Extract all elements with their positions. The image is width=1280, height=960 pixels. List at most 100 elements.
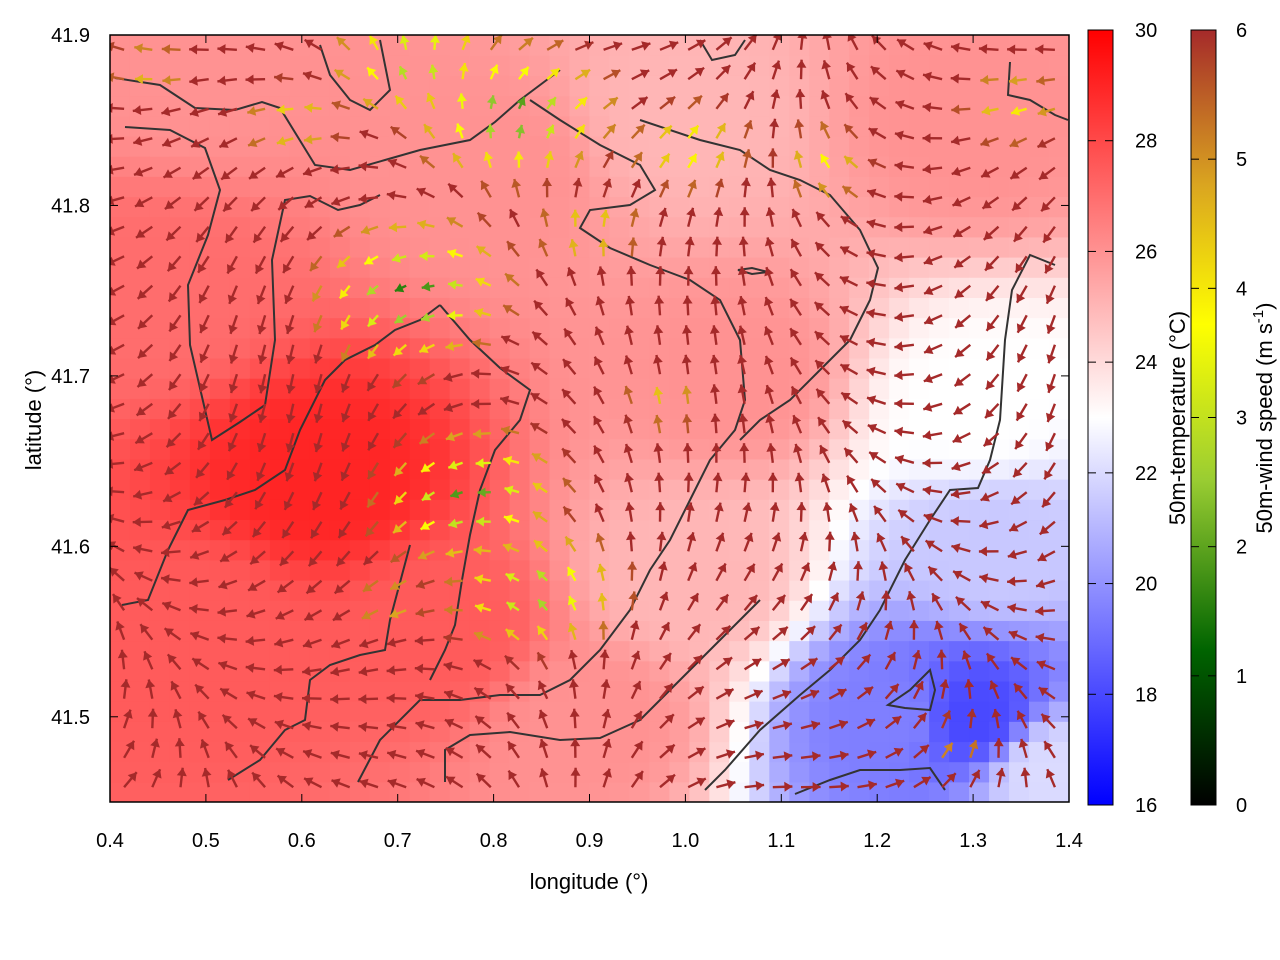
temperature-cell <box>929 135 950 157</box>
temperature-cell <box>1029 378 1050 399</box>
temperature-cell <box>349 781 371 802</box>
temperature-cell <box>169 236 191 258</box>
wind-vector <box>828 688 847 700</box>
temperature-cell <box>249 135 271 157</box>
temperature-cell <box>829 519 850 541</box>
temperature-cell <box>809 458 830 480</box>
temperature-cell <box>469 640 491 662</box>
temperature-cell <box>1049 216 1069 238</box>
temperature-cell <box>949 357 970 379</box>
wind-vector <box>592 415 605 434</box>
wind-vector <box>330 132 350 143</box>
wind-vector <box>958 622 972 641</box>
wind-vector <box>285 403 296 424</box>
temperature-cell <box>629 741 651 763</box>
wind-vector <box>820 473 831 493</box>
wind-vector <box>224 741 238 759</box>
temperature-cell <box>849 660 870 682</box>
temperature-cell <box>449 75 471 97</box>
wind-vector <box>443 372 463 382</box>
temperature-cell <box>949 277 970 298</box>
wind-vector <box>228 403 239 423</box>
temperature-cell <box>409 559 431 581</box>
wind-vector <box>191 520 210 533</box>
temperature-cell <box>429 337 451 359</box>
wind-vector <box>195 462 210 479</box>
temperature-cell <box>909 519 930 541</box>
temperature-cell <box>229 95 251 117</box>
temperature-cell <box>809 660 830 682</box>
wind-vector <box>302 70 322 81</box>
temperature-cell <box>569 519 591 541</box>
wind-vector <box>913 744 930 759</box>
temperature-cell <box>389 75 411 97</box>
temperature-cell <box>389 236 411 258</box>
wind-vector <box>254 491 267 510</box>
temperature-cell <box>469 317 491 339</box>
temperature-cell <box>389 135 411 157</box>
temperature-cell <box>689 75 710 97</box>
wind-vector <box>951 461 971 472</box>
temperature-cell <box>869 559 890 581</box>
wind-vector <box>279 550 295 567</box>
temperature-cell <box>329 115 351 137</box>
wind-vector <box>313 373 324 394</box>
wind-vector <box>331 100 351 110</box>
wind-vector <box>829 781 849 792</box>
temperature-cell <box>909 337 930 359</box>
temperature-cell <box>909 579 930 601</box>
wind-vector <box>840 215 859 228</box>
temperature-cell <box>769 418 790 440</box>
temperature-cell <box>149 55 171 76</box>
wind-vector <box>839 363 859 376</box>
temperature-cell <box>729 701 750 722</box>
temperature-cell <box>1029 196 1050 218</box>
wind-vector <box>894 426 915 437</box>
wind-vector <box>715 688 735 700</box>
wind-tick-label: 5 <box>1236 149 1247 171</box>
temperature-cell <box>689 398 710 420</box>
temperature-cell <box>209 257 231 278</box>
temperature-cell <box>289 519 311 541</box>
contour-line <box>444 599 761 782</box>
temperature-cell <box>969 357 990 379</box>
temperature-cell <box>369 418 391 440</box>
temperature-cell <box>689 337 710 359</box>
wind-vector <box>713 207 724 227</box>
temperature-cell <box>429 317 451 339</box>
wind-vector <box>961 650 972 670</box>
wind-vector <box>333 68 351 81</box>
temperature-cell <box>949 539 970 561</box>
temperature-cell <box>649 761 671 783</box>
temperature-cell <box>609 115 631 137</box>
temperature-cell <box>809 539 830 561</box>
temperature-cell <box>489 479 511 500</box>
wind-vector <box>894 222 914 233</box>
temperature-cell <box>349 579 371 601</box>
temperature-cell <box>409 761 431 783</box>
temperature-cell <box>869 378 890 399</box>
temperature-cell <box>309 236 331 258</box>
wind-vector <box>312 491 323 511</box>
wind-vector <box>201 767 212 788</box>
temperature-cell <box>1009 216 1030 238</box>
temperature-cell <box>869 761 890 783</box>
temperature-cell <box>369 398 391 420</box>
temperature-cell <box>889 297 910 319</box>
wind-vector <box>363 255 379 266</box>
temperature-cell <box>789 579 810 601</box>
temperature-cell <box>110 398 131 420</box>
temperature-cell <box>709 721 730 743</box>
wind-vector <box>504 628 520 641</box>
temperature-cell <box>549 277 571 298</box>
wind-vector <box>284 285 295 305</box>
wind-vector <box>629 620 640 640</box>
temperature-cell <box>369 620 391 642</box>
wind-vector <box>330 196 351 206</box>
wind-vector <box>856 718 876 730</box>
wind-vector <box>161 520 181 530</box>
temperature-cell <box>649 75 671 97</box>
temperature-cell <box>249 55 271 76</box>
wind-vector <box>499 395 520 406</box>
temperature-cell <box>669 418 690 440</box>
